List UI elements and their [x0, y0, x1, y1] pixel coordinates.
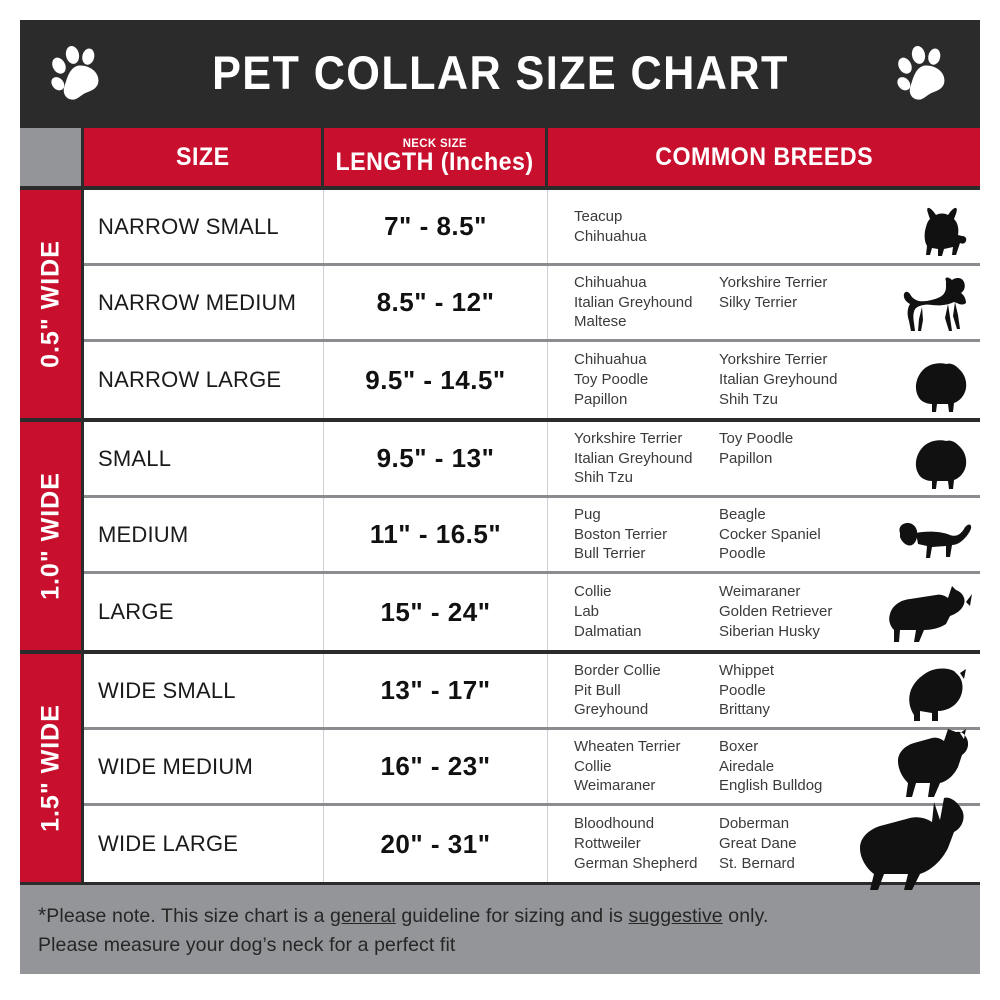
- cell-breeds: Teacup Chihuahua: [548, 190, 980, 263]
- header-breeds: COMMON BREEDS: [548, 128, 980, 186]
- table-row: WIDE LARGE 20" - 31" Bloodhound Rottweil…: [84, 797, 980, 890]
- breed-list-secondary: Boxer Airedale English Bulldog: [719, 737, 823, 795]
- cell-length: 9.5" - 13": [324, 422, 548, 495]
- page-title: PET COLLAR SIZE CHART: [211, 46, 789, 99]
- cell-size: WIDE LARGE: [84, 806, 324, 882]
- breed-list-primary: Yorkshire Terrier Italian Greyhound Shih…: [574, 429, 693, 487]
- cell-length: 8.5" - 12": [324, 266, 548, 339]
- cell-size: MEDIUM: [84, 498, 324, 571]
- cell-size: LARGE: [84, 574, 324, 650]
- group-width-text: 0.5" WIDE: [36, 240, 64, 368]
- breed-list-secondary: Beagle Cocker Spaniel Poodle: [719, 505, 821, 563]
- cell-breeds: Chihuahua Italian Greyhound Maltese York…: [548, 266, 980, 339]
- chart-header-banner: PET COLLAR SIZE CHART: [20, 20, 980, 125]
- header-size-label: SIZE: [175, 142, 230, 171]
- yorkshire-terrier-silhouette: [924, 207, 967, 256]
- cell-length: 13" - 17": [324, 654, 548, 727]
- cell-length: 11" - 16.5": [324, 498, 548, 571]
- pomeranian-silhouette: [915, 440, 967, 489]
- cell-size: SMALL: [84, 422, 324, 495]
- beagle-silhouette: [899, 523, 972, 558]
- size-group: 0.5" WIDE NARROW SMALL 7" - 8.5" Teacup …: [20, 186, 980, 418]
- header-length-label: LENGTH (Inches): [335, 148, 534, 176]
- table-row: WIDE SMALL 13" - 17" Border Collie Pit B…: [84, 654, 980, 730]
- group-width-text: 1.5" WIDE: [36, 704, 64, 832]
- pomeranian-silhouette: [915, 363, 967, 412]
- group-width-label: 0.5" WIDE: [20, 190, 84, 418]
- group-width-label: 1.5" WIDE: [20, 654, 84, 882]
- cell-breeds: Pug Boston Terrier Bull Terrier Beagle C…: [548, 498, 980, 571]
- paw-print-icon: [897, 45, 945, 100]
- cell-breeds: Bloodhound Rottweiler German Shepherd Do…: [548, 797, 980, 890]
- breed-list-secondary: Yorkshire Terrier Silky Terrier: [719, 273, 828, 311]
- cell-breeds: Wheaten Terrier Collie Weimaraner Boxer …: [548, 729, 980, 803]
- header-size: SIZE: [84, 128, 324, 186]
- breed-list-primary: Border Collie Pit Bull Greyhound: [574, 661, 661, 719]
- cell-length: 7" - 8.5": [324, 190, 548, 263]
- table-row: LARGE 15" - 24" Collie Lab Dalmatian Wei…: [84, 574, 980, 650]
- cell-size: NARROW MEDIUM: [84, 266, 324, 339]
- cell-size: NARROW LARGE: [84, 342, 324, 418]
- cell-breeds: Border Collie Pit Bull Greyhound Whippet…: [548, 654, 980, 727]
- header-breeds-label: COMMON BREEDS: [655, 142, 873, 171]
- table-row: WIDE MEDIUM 16" - 23" Wheaten Terrier Co…: [84, 729, 980, 806]
- footer-line-1: *Please note. This size chart is a gener…: [38, 901, 962, 931]
- footer-text-a: Please note. This size chart is a: [46, 905, 331, 927]
- header-length: NECK SIZE LENGTH (Inches): [324, 128, 548, 186]
- cell-size: WIDE SMALL: [84, 654, 324, 727]
- cell-length: 9.5" - 14.5": [324, 342, 548, 418]
- header-length-sup: NECK SIZE: [402, 136, 467, 150]
- breed-list-primary: Chihuahua Italian Greyhound Maltese: [574, 273, 693, 331]
- cell-size: NARROW SMALL: [84, 190, 324, 263]
- asterisk-marker: *: [38, 904, 47, 927]
- breed-list-primary: Teacup Chihuahua: [574, 207, 647, 245]
- breed-list-primary: Collie Lab Dalmatian: [574, 583, 642, 640]
- cell-breeds: Collie Lab Dalmatian Weimaraner Golden R…: [548, 574, 980, 650]
- table-header-row: SIZE NECK SIZE LENGTH (Inches) COMMON BR…: [20, 128, 980, 186]
- size-group: 1.5" WIDE WIDE SMALL 13" - 17" Border Co…: [20, 650, 980, 890]
- footer-text-c: only.: [722, 905, 769, 927]
- breed-list-secondary: Doberman Great Dane St. Bernard: [719, 815, 797, 872]
- table-row: NARROW SMALL 7" - 8.5" Teacup Chihuahua: [84, 190, 980, 266]
- breed-list-secondary: Yorkshire Terrier Italian Greyhound Shih…: [719, 351, 838, 408]
- cell-breeds: Chihuahua Toy Poodle Papillon Yorkshire …: [548, 342, 980, 418]
- footer-text-b: guideline for sizing and is: [395, 905, 629, 927]
- paw-print-icon: [51, 45, 99, 100]
- breed-list-secondary: Whippet Poodle Brittany: [719, 661, 775, 719]
- shepherd-silhouette: [889, 586, 972, 642]
- table-row: MEDIUM 11" - 16.5" Pug Boston Terrier Bu…: [84, 498, 980, 574]
- footer-underline-general: general: [330, 905, 396, 927]
- doberman-silhouette: [860, 797, 964, 890]
- breed-list-primary: Wheaten Terrier Collie Weimaraner: [574, 737, 681, 795]
- cell-length: 15" - 24": [324, 574, 548, 650]
- table-row: SMALL 9.5" - 13" Yorkshire Terrier Itali…: [84, 422, 980, 498]
- breed-list-primary: Bloodhound Rottweiler German Shepherd: [574, 815, 698, 872]
- boxer-silhouette: [898, 729, 969, 797]
- pet-collar-size-chart: PET COLLAR SIZE CHART SIZE NECK SIZE LEN…: [20, 20, 980, 985]
- breed-list-secondary: Weimaraner Golden Retriever Siberian Hus…: [719, 583, 833, 640]
- breed-list-primary: Pug Boston Terrier Bull Terrier: [574, 505, 668, 563]
- footer-note: *Please note. This size chart is a gener…: [20, 882, 980, 974]
- header-corner-cell: [20, 128, 84, 186]
- table-row: NARROW LARGE 9.5" - 14.5" Chihuahua Toy …: [84, 342, 980, 418]
- bulldog-silhouette: [909, 668, 966, 721]
- cell-length: 20" - 31": [324, 806, 548, 882]
- breed-list-secondary: Toy Poodle Papillon: [719, 429, 794, 467]
- cell-length: 16" - 23": [324, 730, 548, 803]
- group-width-text: 1.0" WIDE: [36, 472, 64, 600]
- group-width-label: 1.0" WIDE: [20, 422, 84, 650]
- footer-underline-suggestive: suggestive: [628, 905, 723, 927]
- size-table: SIZE NECK SIZE LENGTH (Inches) COMMON BR…: [20, 125, 980, 890]
- cell-breeds: Yorkshire Terrier Italian Greyhound Shih…: [548, 422, 980, 495]
- size-group: 1.0" WIDE SMALL 9.5" - 13" Yorkshire Ter…: [20, 418, 980, 650]
- cell-size: WIDE MEDIUM: [84, 730, 324, 803]
- breed-list-primary: Chihuahua Toy Poodle Papillon: [574, 351, 649, 408]
- footer-line-2: Please measure your dog’s neck for a per…: [38, 934, 456, 957]
- chihuahua-silhouette: [903, 277, 966, 331]
- table-row: NARROW MEDIUM 8.5" - 12" Chihuahua Itali…: [84, 266, 980, 342]
